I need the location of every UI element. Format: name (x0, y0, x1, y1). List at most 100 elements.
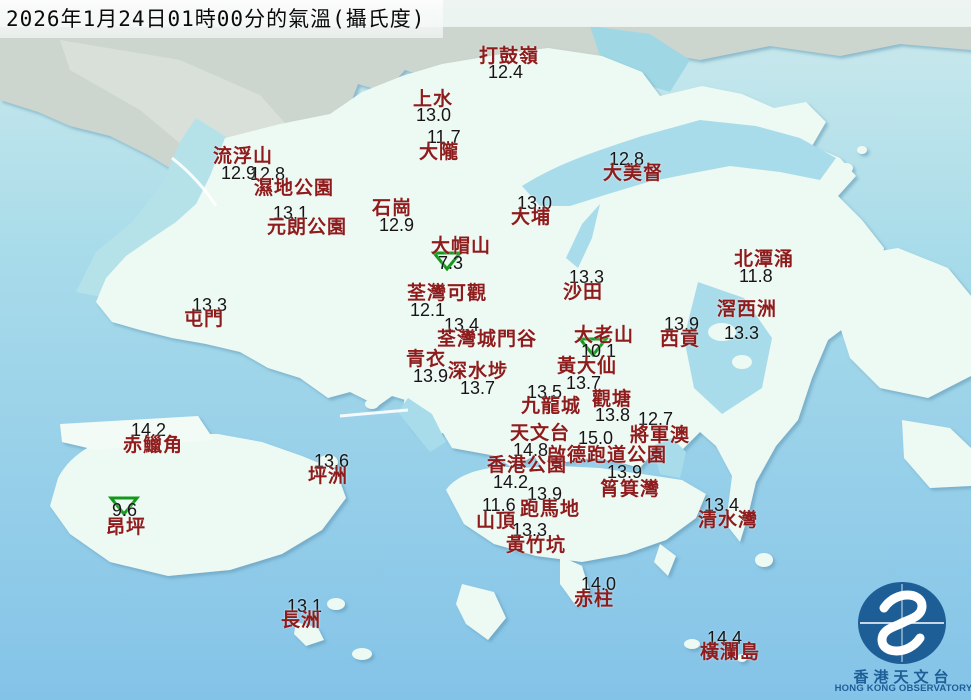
station-value: 13.7 (566, 373, 602, 393)
land-lantau (50, 433, 346, 576)
station-name: 黃竹坑 (506, 535, 567, 556)
station-name: 大帽山 (431, 236, 492, 257)
station-value: 13.9 (413, 366, 449, 386)
station-value: 11.8 (739, 266, 773, 286)
station-name: 大隴 (419, 142, 460, 163)
station-name: 上水 (413, 89, 454, 110)
summit-triangle-icon (107, 496, 141, 517)
station-value: 15.0 (578, 428, 614, 448)
station-name: 大老山 (574, 325, 635, 346)
station-value: 10.1 (581, 341, 617, 361)
land-tap-mun2 (857, 146, 867, 154)
station-value: 12.4 (488, 62, 524, 82)
station-value: 12.8 (609, 149, 645, 169)
station-value: 13.3 (569, 267, 605, 287)
hko-logo: 香港天文台 HONG KONG OBSERVATORY (835, 580, 971, 700)
land-dagular (654, 544, 676, 576)
station-value: 12.8 (250, 164, 286, 184)
land-hei-ling-chau (327, 598, 345, 610)
land-east-islands2 (902, 420, 971, 488)
station-name: 深水埗 (448, 361, 509, 382)
shenzhen-bay-bridge (171, 156, 218, 207)
land-tung-lung (755, 553, 773, 567)
station-name: 荃灣城門谷 (437, 329, 538, 350)
station-name: 青衣 (406, 349, 447, 370)
station-name: 清水灣 (698, 510, 759, 531)
station-value: 12.9 (379, 215, 415, 235)
land-ma-wan (365, 399, 379, 409)
port-shelter-islands (708, 323, 752, 369)
station-value: 13.9 (607, 462, 643, 482)
bridges (171, 156, 409, 418)
station-value: 13.4 (444, 315, 480, 335)
station-name: 元朗公園 (267, 217, 348, 238)
station-name: 赤鱲角 (123, 435, 184, 456)
land-hk-island (446, 466, 706, 562)
station-value: 13.5 (527, 382, 563, 402)
map-title: 2026年1月24日01時00分的氣溫(攝氏度) (0, 0, 444, 38)
starling-inlet (590, 26, 690, 92)
land-stanley (560, 556, 590, 606)
station-value: 11.6 (482, 495, 516, 515)
deep-bay (76, 118, 228, 300)
junk-bay (652, 438, 686, 478)
station-value: 13.0 (416, 105, 452, 125)
station-name: 滘西洲 (717, 299, 778, 320)
land-shek-kwu-chau (352, 648, 372, 660)
land-tap-mun (839, 163, 853, 173)
land-po-toi (684, 639, 700, 649)
station-value: 13.6 (314, 451, 350, 471)
hk-land (50, 48, 971, 662)
inner-waters (398, 120, 836, 478)
station-value: 13.8 (595, 405, 631, 425)
station-name: 流浮山 (213, 146, 274, 167)
hko-logo-icon (858, 582, 946, 664)
hko-logo-chinese: 香港天文台 (853, 670, 954, 686)
shing-mun-river (566, 204, 600, 268)
station-name: 山頂 (476, 511, 517, 532)
station-value: 11.7 (427, 127, 461, 147)
station-name: 黃大仙 (557, 356, 618, 377)
port-shelter (684, 282, 772, 414)
land-east-islands (834, 248, 971, 398)
station-name: 啟德跑道公園 (547, 445, 668, 466)
station-name: 赤柱 (574, 589, 615, 610)
station-name: 跑馬地 (520, 499, 581, 520)
station-name: 橫瀾島 (700, 642, 761, 663)
summit-triangle-icon (576, 337, 610, 358)
station-value: 13.1 (273, 203, 309, 223)
station-name: 天文台 (510, 423, 571, 444)
station-value: 13.9 (527, 484, 563, 504)
station-name: 北潭涌 (734, 249, 795, 270)
land-lamma (456, 584, 506, 640)
station-value: 12.1 (410, 300, 446, 320)
tolo-harbour (522, 120, 836, 206)
station-name: 香港公園 (487, 455, 568, 476)
station-value: 12.9 (221, 163, 257, 183)
hko-logo-english: HONG KONG OBSERVATORY (834, 683, 971, 694)
station-name: 打鼓嶺 (479, 46, 540, 67)
station-value: 13.7 (460, 378, 496, 398)
station-name: 屯門 (184, 309, 225, 330)
station-name: 長洲 (281, 610, 322, 631)
station-name: 筲箕灣 (600, 479, 661, 500)
station-value: 14.2 (131, 420, 167, 440)
station-value: 13.4 (704, 495, 740, 515)
station-name: 昂坪 (106, 517, 147, 538)
station-value: 13.9 (664, 314, 700, 334)
station-name: 荃灣可觀 (407, 283, 488, 304)
station-value: 13.3 (724, 323, 760, 343)
station-name: 大美督 (603, 163, 664, 184)
station-name: 觀塘 (592, 389, 633, 410)
station-name: 石崗 (372, 198, 413, 219)
station-value: 13.3 (512, 520, 548, 540)
station-value: 13.1 (287, 596, 323, 616)
land-cheung-chau (294, 622, 324, 646)
land-airport (60, 416, 214, 450)
station-name: 坪洲 (308, 466, 349, 487)
station-name: 濕地公園 (254, 178, 335, 199)
summit-triangle-icon (430, 251, 464, 272)
land-peng-chau (318, 455, 338, 469)
station-name: 九龍城 (521, 396, 582, 417)
